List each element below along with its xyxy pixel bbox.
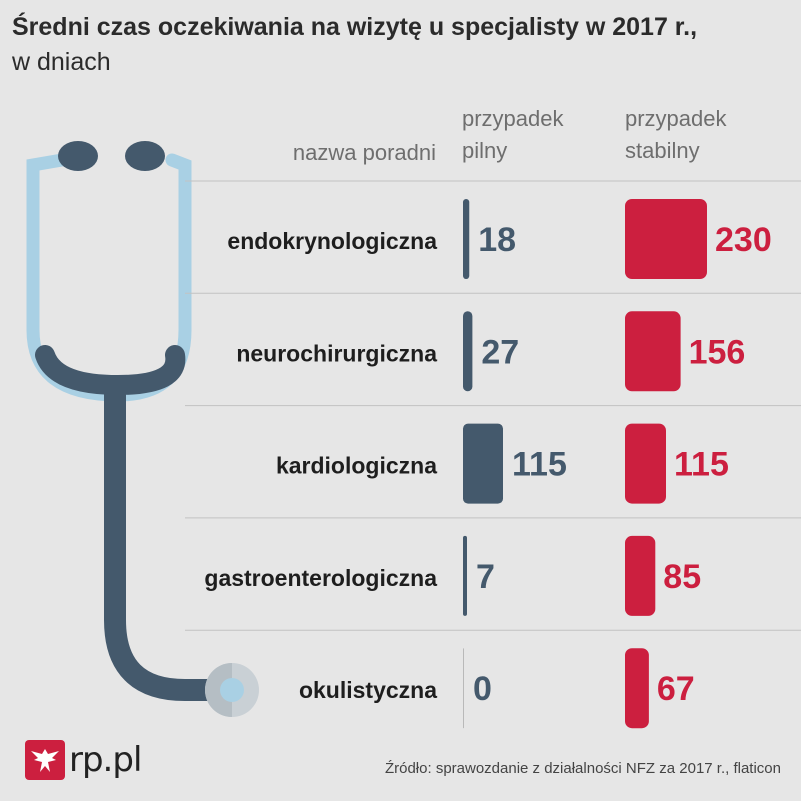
rp-logo: rp.pl: [25, 738, 142, 782]
stable-value-label: 67: [657, 670, 695, 708]
urgent-value-label: 7: [476, 558, 495, 596]
stable-bar: [625, 199, 707, 279]
urgent-bar: [463, 535, 467, 616]
header-category: nazwa poradni: [292, 140, 436, 165]
category-label: gastroenterologiczna: [204, 565, 437, 591]
chart-subtitle: w dniach: [12, 48, 111, 76]
urgent-bar: [463, 423, 503, 504]
stethoscope-ear-tip-right: [125, 141, 165, 171]
urgent-bar: [463, 199, 470, 279]
urgent-bar: [463, 311, 473, 392]
urgent-value-label: 0: [473, 670, 492, 708]
stable-bar: [625, 311, 681, 392]
source-note: Źródło: sprawozdanie z działalności NFZ …: [384, 760, 781, 777]
category-label: kardiologiczna: [276, 453, 437, 479]
stable-value-label: 156: [689, 333, 746, 371]
stable-value-label: 85: [663, 558, 701, 596]
stable-value-label: 230: [715, 221, 772, 259]
header-urgent-line1: przypadek: [462, 106, 564, 131]
stable-bar: [625, 423, 666, 504]
category-label: okulistyczna: [299, 677, 437, 703]
stethoscope-tube: [104, 392, 210, 701]
urgent-value-label: 115: [512, 446, 567, 484]
urgent-value-label: 18: [478, 221, 516, 259]
stethoscope-yoke: [35, 345, 186, 396]
stable-bar: [625, 535, 656, 616]
chart-title: Średni czas oczekiwania na wizytę u spec…: [12, 13, 698, 41]
stable-value-label: 115: [674, 446, 729, 484]
header-stable-line2: stabilny: [625, 138, 700, 163]
urgent-bar: [463, 648, 464, 729]
stable-bar: [625, 648, 649, 729]
header-stable-line1: przypadek: [625, 106, 727, 131]
stethoscope-chestpiece-rim: [205, 663, 232, 717]
urgent-value-label: 27: [481, 333, 519, 371]
header-urgent-line2: pilny: [462, 138, 508, 163]
category-label: neurochirurgiczna: [236, 340, 437, 366]
category-label: endokrynologiczna: [227, 228, 437, 254]
logo-text: rp.pl: [69, 740, 142, 780]
stethoscope-ear-tip-left: [58, 141, 98, 171]
eagle-icon: [25, 740, 65, 780]
stethoscope-chestpiece-center: [220, 678, 244, 702]
